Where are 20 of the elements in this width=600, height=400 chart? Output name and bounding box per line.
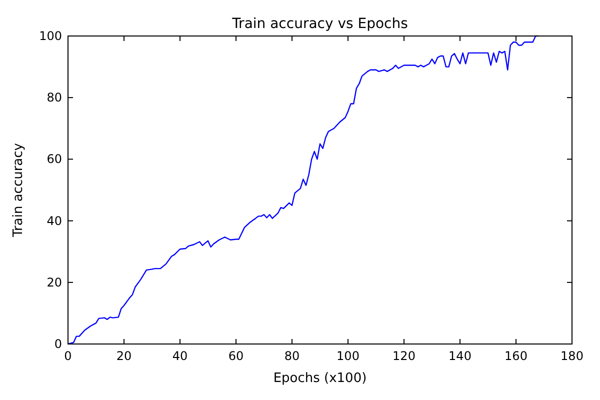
y-tick-label: 40 (46, 214, 62, 228)
y-tick-label: 80 (46, 90, 62, 105)
y-tick-label: 20 (46, 275, 62, 290)
y-tick-label: 100 (39, 29, 62, 43)
y-tick-label: 60 (46, 152, 62, 166)
chart-title: Train accuracy vs Epochs (231, 16, 408, 32)
x-tick-label: 180 (560, 349, 584, 363)
line-series (67, 35, 539, 345)
y-tick-label: 0 (54, 337, 62, 351)
x-tick-label: 60 (228, 349, 244, 363)
x-tick-label: 40 (172, 349, 188, 363)
x-tick-label: 140 (448, 349, 472, 363)
y-axis-title: Train accuracy (11, 142, 26, 238)
x-tick-label: 120 (392, 349, 416, 363)
x-axis-title: Epochs (x100) (273, 371, 367, 386)
x-tick-label: 20 (116, 349, 132, 363)
x-tick-label: 160 (504, 349, 528, 363)
x-tick-label: 80 (284, 349, 300, 363)
x-tick-label: 0 (64, 349, 72, 363)
x-tick-label: 100 (336, 349, 360, 363)
